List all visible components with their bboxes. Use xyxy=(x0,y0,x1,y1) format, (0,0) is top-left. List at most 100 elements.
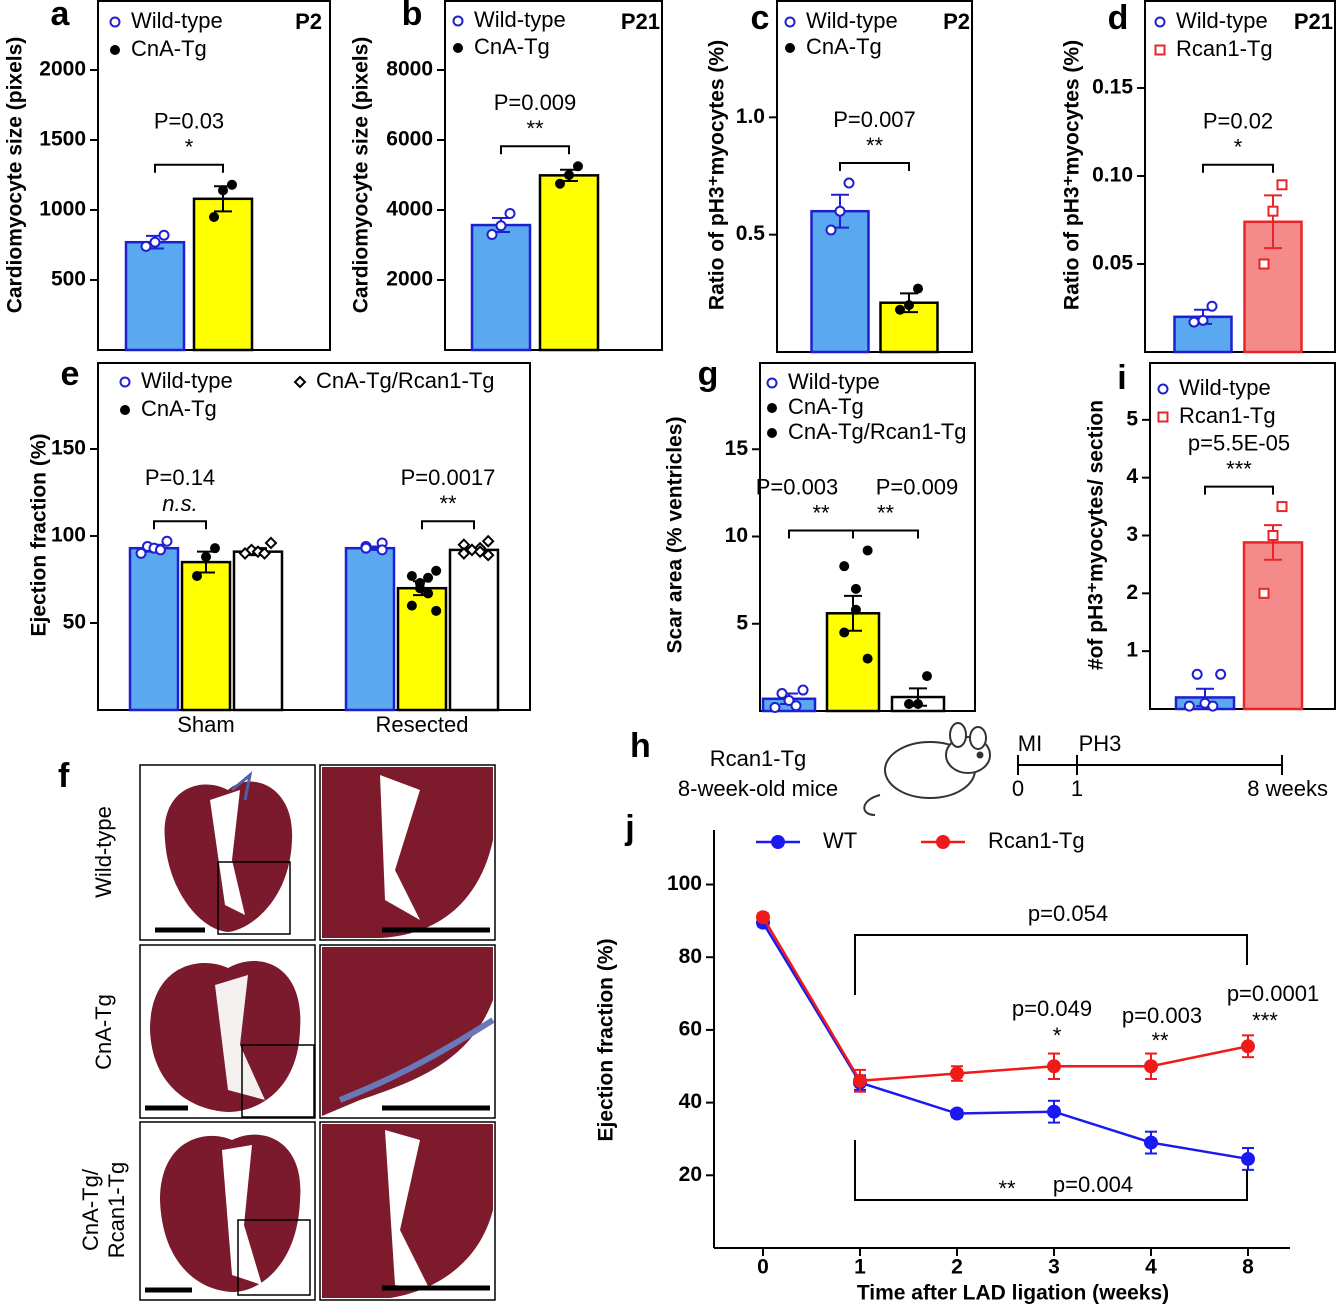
significance-stars: ** xyxy=(998,1176,1016,1201)
data-point xyxy=(218,185,228,196)
y-tick-label: 3 xyxy=(1126,523,1138,546)
legend-label: CnA-Tg xyxy=(141,396,217,421)
data-point xyxy=(769,702,781,714)
legend-marker xyxy=(784,16,796,28)
p-value: P=0.0017 xyxy=(401,465,496,490)
data-point xyxy=(850,583,861,594)
data-point xyxy=(825,224,837,236)
data-point xyxy=(1215,668,1227,680)
legend-marker xyxy=(936,835,950,849)
p-value: p=0.0001 xyxy=(1227,981,1319,1006)
data-point xyxy=(504,208,516,219)
y-tick-label: 150 xyxy=(51,437,86,460)
data-point xyxy=(790,700,802,712)
significance-stars: * xyxy=(1234,135,1243,160)
x-tick-label: 8 xyxy=(1242,1256,1254,1279)
bar xyxy=(448,548,500,712)
legend-marker xyxy=(120,405,130,415)
data-point xyxy=(360,542,372,554)
data-point xyxy=(149,236,161,248)
significance-bracket xyxy=(854,1140,1248,1201)
data-point xyxy=(1191,668,1203,680)
y-tick-label: 4000 xyxy=(386,198,433,221)
bar xyxy=(344,546,396,712)
legend-marker xyxy=(293,375,307,389)
x-tick-label: Sham xyxy=(177,712,234,737)
significance-bracket xyxy=(1204,485,1274,495)
y-axis-label: Scar area (% ventricles) xyxy=(664,417,687,654)
p-value: p=0.049 xyxy=(1012,996,1092,1021)
x-tick-label: 4 xyxy=(1145,1256,1157,1279)
data-point xyxy=(555,178,565,189)
significance-bracket xyxy=(839,162,910,172)
data-point xyxy=(756,910,770,925)
data-point xyxy=(1276,501,1288,513)
data-point xyxy=(895,304,905,315)
data-point xyxy=(1144,1135,1158,1150)
p-value: p=0.004 xyxy=(1053,1172,1133,1197)
y-tick-label: 60 xyxy=(679,1017,702,1040)
data-point xyxy=(1188,316,1200,328)
bar xyxy=(232,550,284,712)
data-point xyxy=(1047,1059,1061,1074)
x-tick-label: Resected xyxy=(376,712,469,737)
legend-marker xyxy=(767,403,777,413)
data-point xyxy=(423,572,434,583)
panel-letter: h xyxy=(630,727,651,765)
y-tick-label: 4 xyxy=(1126,465,1138,488)
data-point xyxy=(158,229,170,241)
data-point xyxy=(843,177,855,189)
legend-label: Rcan1-Tg xyxy=(988,828,1085,853)
y-axis-label: Ratio of pH3⁺myocytes (%) xyxy=(1061,40,1084,310)
data-point xyxy=(209,212,219,222)
row-label: CnA-Tg/ xyxy=(78,1168,103,1251)
legend-label: CnA-Tg/Rcan1-Tg xyxy=(316,368,495,393)
significance-stars: ** xyxy=(812,500,830,525)
significance-bracket xyxy=(854,934,1248,995)
legend-label: CnA-Tg xyxy=(788,394,864,419)
significance-stars: *** xyxy=(1252,1008,1278,1033)
significance-bracket xyxy=(421,520,475,530)
data-point xyxy=(1183,700,1195,712)
data-point xyxy=(783,695,795,707)
y-tick-label: 2000 xyxy=(39,58,86,81)
p-value: P=0.003 xyxy=(756,474,839,499)
significance-stars: ** xyxy=(526,116,544,141)
data-point xyxy=(414,583,425,594)
group-tag: P2 xyxy=(943,9,970,34)
time-label: 0 xyxy=(1012,776,1024,801)
data-point xyxy=(913,283,923,294)
significance-stars: * xyxy=(185,135,194,160)
y-tick-label: 8000 xyxy=(386,58,433,81)
legend-label: Rcan1-Tg xyxy=(1176,36,1273,61)
data-point xyxy=(1241,1039,1255,1054)
data-point xyxy=(1276,179,1288,191)
event-label: PH3 xyxy=(1079,731,1122,756)
data-point xyxy=(406,600,417,611)
legend-label: Rcan1-Tg xyxy=(1179,403,1276,428)
data-point xyxy=(210,543,220,554)
panel-letter: b xyxy=(402,0,423,33)
group-tag: P21 xyxy=(1294,9,1333,34)
time-label: 1 xyxy=(1071,776,1083,801)
data-point xyxy=(227,179,237,190)
y-axis-label: Cardiomyocyte size (pixels) xyxy=(4,37,27,314)
significance-bracket xyxy=(852,529,919,539)
legend-label: Wild-type xyxy=(131,8,223,33)
y-tick-label: 0.15 xyxy=(1092,76,1133,99)
legend-marker xyxy=(109,16,121,28)
legend-marker xyxy=(771,835,785,849)
x-tick-label: 0 xyxy=(757,1256,769,1279)
data-point xyxy=(1258,587,1270,599)
p-value: P=0.03 xyxy=(154,109,224,134)
x-tick-label: 1 xyxy=(854,1256,866,1279)
legend-label: Wild-type xyxy=(788,369,880,394)
legend-marker xyxy=(766,377,778,389)
data-point xyxy=(564,170,574,180)
histology-grid xyxy=(139,764,496,1301)
panel-letter: f xyxy=(58,757,70,795)
y-tick-label: 2000 xyxy=(386,268,433,291)
series-line xyxy=(761,916,1249,1083)
data-point xyxy=(135,547,147,559)
